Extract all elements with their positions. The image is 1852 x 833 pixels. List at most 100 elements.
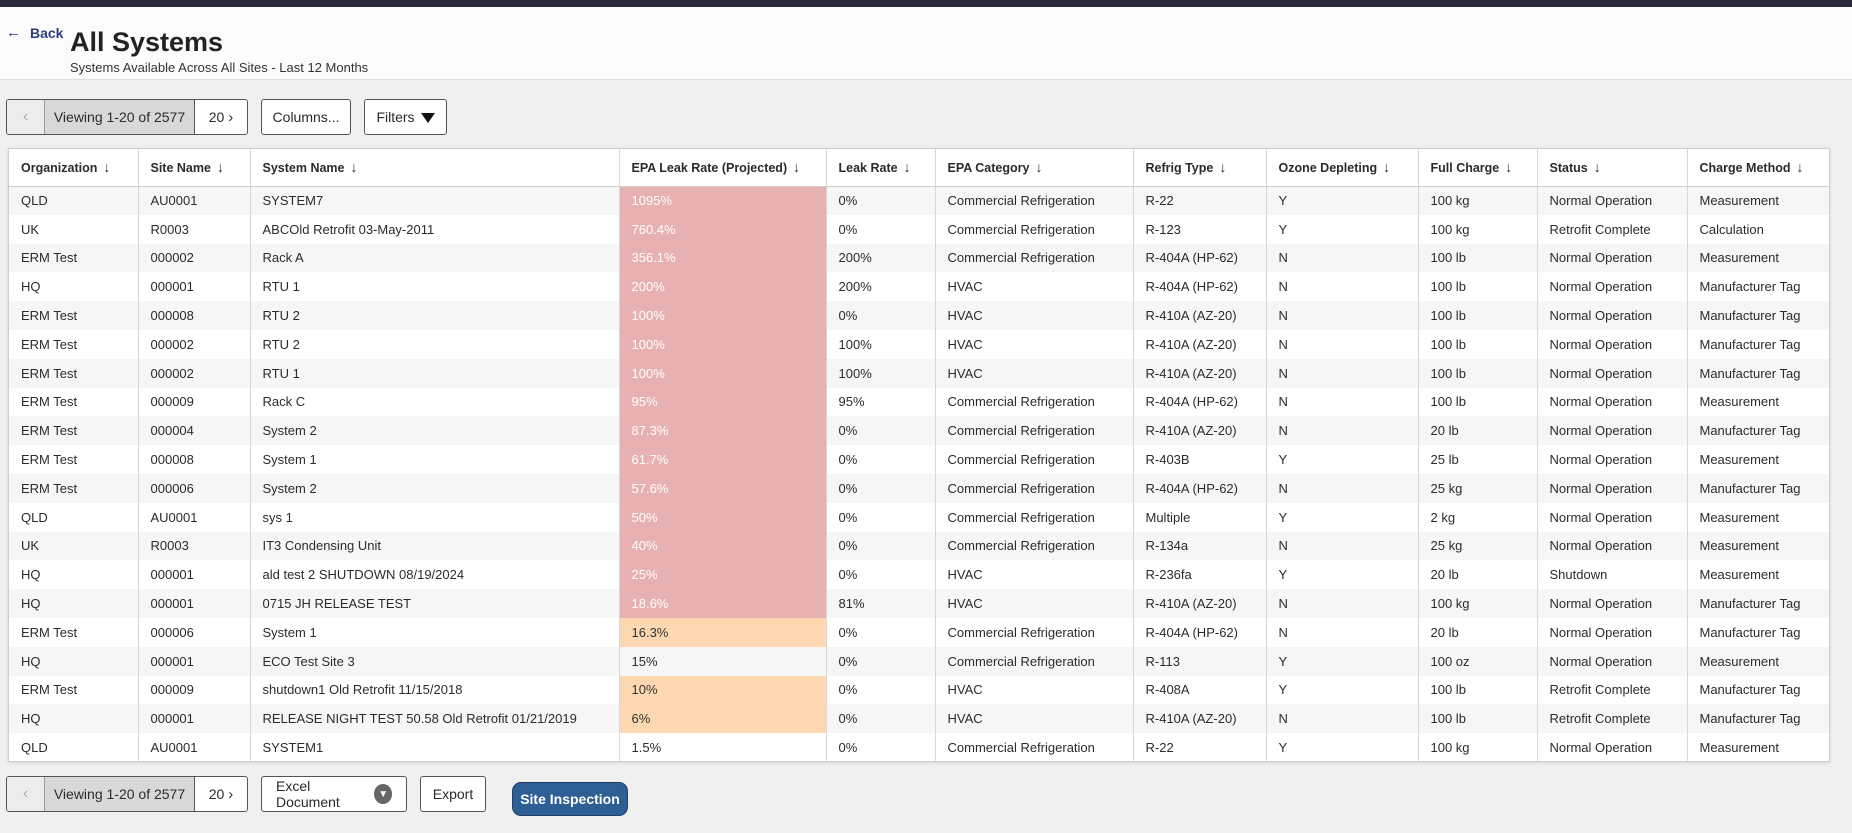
table-row[interactable]: HQ 000001 ECO Test Site 3 15% 0% Commercial R…: [9, 646, 1829, 676]
column-header[interactable]: Full Charge ↓: [1418, 149, 1538, 187]
epa-leak-rate-cell: 100%: [619, 358, 827, 388]
site-name-cell: 000008: [138, 445, 251, 474]
system-name-cell: IT3 Condensing Unit: [250, 531, 620, 561]
sort-arrow-icon: ↓: [1593, 159, 1601, 176]
charge-method-cell: Manufacturer Tag: [1687, 704, 1829, 734]
refrig-type-cell: R-410A (AZ-20): [1133, 416, 1267, 446]
page-header: ← Back All Systems Systems Available Acr…: [0, 7, 1852, 80]
leak-rate-cell: 95%: [826, 387, 936, 417]
table-row[interactable]: ERM Test 000009 Rack C 95% 95% Commercial Ref…: [9, 387, 1829, 417]
bottom-toolbar: ‹ Viewing 1-20 of 2577 20 › Excel Docume…: [6, 776, 486, 812]
leak-rate-cell: 0%: [826, 502, 936, 532]
leak-rate-cell: 0%: [826, 301, 936, 330]
table-row[interactable]: ERM Test 000004 System 2 87.3% 0% Commercial …: [9, 416, 1829, 446]
pagination-control-bottom: ‹ Viewing 1-20 of 2577 20 ›: [6, 776, 248, 812]
ozone-depleting-cell: Y: [1266, 560, 1419, 590]
full-charge-cell: 100 lb: [1418, 243, 1538, 273]
column-header[interactable]: EPA Leak Rate (Projected) ↓: [619, 149, 827, 187]
sort-arrow-icon: ↓: [103, 159, 111, 176]
epa-leak-rate-cell: 87.3%: [619, 416, 827, 446]
table-row[interactable]: QLD AU0001 sys 1 50% 0% Commercial Refrigerat…: [9, 502, 1829, 532]
table-row[interactable]: ERM Test 000006 System 1 16.3% 0% Commercial …: [9, 617, 1829, 647]
column-header[interactable]: EPA Category ↓: [935, 149, 1134, 187]
refrig-type-cell: R-403B: [1133, 445, 1267, 474]
epa-category-cell: Commercial Refrigeration: [935, 646, 1134, 676]
column-header[interactable]: Status ↓: [1537, 149, 1688, 187]
system-name-cell: SYSTEM1: [250, 733, 620, 761]
leak-rate-cell: 0%: [826, 416, 936, 446]
organization-cell: HQ: [9, 704, 139, 734]
back-label: Back: [30, 24, 64, 41]
system-name-cell: System 2: [250, 416, 620, 446]
column-header[interactable]: Refrig Type ↓: [1133, 149, 1267, 187]
table-row[interactable]: QLD AU0001 SYSTEM7 1095% 0% Commercial Refrig…: [9, 186, 1829, 215]
epa-leak-rate-cell: 95%: [619, 387, 827, 417]
column-header[interactable]: Leak Rate ↓: [826, 149, 936, 187]
epa-leak-rate-cell: 760.4%: [619, 214, 827, 244]
page-size-button-bottom[interactable]: 20 ›: [195, 777, 247, 811]
top-accent-bar: [0, 0, 1852, 7]
organization-cell: ERM Test: [9, 416, 139, 446]
epa-leak-rate-cell: 25%: [619, 560, 827, 590]
columns-button[interactable]: Columns...: [261, 99, 351, 135]
page-size-button[interactable]: 20 ›: [195, 100, 247, 134]
column-header[interactable]: Site Name ↓: [138, 149, 251, 187]
table-row[interactable]: HQ 000001 RELEASE NIGHT TEST 50.58 Old Ret…: [9, 704, 1829, 734]
status-cell: Retrofit Complete: [1537, 675, 1688, 705]
prev-page-button-bottom[interactable]: ‹: [7, 777, 45, 811]
sort-arrow-icon: ↓: [1219, 159, 1227, 176]
epa-leak-rate-cell: 100%: [619, 329, 827, 359]
leak-rate-cell: 100%: [826, 329, 936, 359]
table-row[interactable]: HQ 000001 0715 JH RELEASE TEST 18.6% 81% HVAC…: [9, 589, 1829, 618]
refrig-type-cell: R-22: [1133, 733, 1267, 761]
ozone-depleting-cell: N: [1266, 272, 1419, 302]
column-header[interactable]: Ozone Depleting ↓: [1266, 149, 1419, 187]
table-row[interactable]: HQ 000001 RTU 1 200% 200% HVAC R-404A (HP-62) N…: [9, 272, 1829, 302]
table-row[interactable]: ERM Test 000008 System 1 61.7% 0% Commercial …: [9, 445, 1829, 474]
epa-category-cell: Commercial Refrigeration: [935, 531, 1134, 561]
site-name-cell: 000006: [138, 473, 251, 503]
column-header[interactable]: Organization ↓: [9, 149, 139, 187]
viewing-range-bottom: Viewing 1-20 of 2577: [45, 777, 195, 811]
epa-category-cell: Commercial Refrigeration: [935, 387, 1134, 417]
table-row[interactable]: QLD AU0001 SYSTEM1 1.5% 0% Commercial Refrige…: [9, 733, 1829, 761]
status-cell: Normal Operation: [1537, 589, 1688, 618]
columns-label: Columns...: [272, 109, 340, 125]
column-header[interactable]: System Name ↓: [250, 149, 620, 187]
table-row[interactable]: ERM Test 000002 RTU 2 100% 100% HVAC R-410A (A…: [9, 329, 1829, 359]
column-header[interactable]: Charge Method ↓: [1687, 149, 1829, 187]
sort-arrow-icon: ↓: [1505, 159, 1513, 176]
table-row[interactable]: ERM Test 000008 RTU 2 100% 0% HVAC R-410A (AZ-…: [9, 301, 1829, 330]
site-inspection-button[interactable]: Site Inspection: [512, 782, 628, 816]
export-format-dropdown[interactable]: Excel Document ▼: [261, 776, 407, 812]
ozone-depleting-cell: N: [1266, 329, 1419, 359]
table-row[interactable]: ERM Test 000009 shutdown1 Old Retrofit 11/…: [9, 675, 1829, 705]
ozone-depleting-cell: N: [1266, 243, 1419, 273]
full-charge-cell: 25 lb: [1418, 445, 1538, 474]
export-button[interactable]: Export: [420, 776, 486, 812]
full-charge-cell: 100 lb: [1418, 704, 1538, 734]
ozone-depleting-cell: Y: [1266, 214, 1419, 244]
table-row[interactable]: ERM Test 000006 System 2 57.6% 0% Commercial …: [9, 473, 1829, 503]
column-header-label: Full Charge: [1430, 161, 1500, 176]
system-name-cell: ABCOld Retrofit 03-May-2011: [250, 214, 620, 244]
charge-method-cell: Manufacturer Tag: [1687, 589, 1829, 618]
sort-arrow-icon: ↓: [1796, 159, 1804, 176]
prev-page-button[interactable]: ‹: [7, 100, 45, 134]
back-link[interactable]: ← Back: [6, 24, 63, 41]
site-name-cell: 000001: [138, 704, 251, 734]
ozone-depleting-cell: N: [1266, 358, 1419, 388]
table-row[interactable]: UK R0003 IT3 Condensing Unit 40% 0% Commercia…: [9, 531, 1829, 561]
table-row[interactable]: HQ 000001 ald test 2 SHUTDOWN 08/19/2024 25…: [9, 560, 1829, 590]
status-cell: Retrofit Complete: [1537, 704, 1688, 734]
full-charge-cell: 100 lb: [1418, 358, 1538, 388]
table-row[interactable]: ERM Test 000002 Rack A 356.1% 200% Commercial…: [9, 243, 1829, 273]
table-row[interactable]: UK R0003 ABCOld Retrofit 03-May-2011 760.4%…: [9, 214, 1829, 244]
charge-method-cell: Measurement: [1687, 243, 1829, 273]
system-name-cell: 0715 JH RELEASE TEST: [250, 589, 620, 618]
table-row[interactable]: ERM Test 000002 RTU 1 100% 100% HVAC R-410A (A…: [9, 358, 1829, 388]
filters-button[interactable]: Filters: [364, 99, 447, 135]
leak-rate-cell: 0%: [826, 473, 936, 503]
site-name-cell: 000002: [138, 329, 251, 359]
full-charge-cell: 100 kg: [1418, 733, 1538, 761]
